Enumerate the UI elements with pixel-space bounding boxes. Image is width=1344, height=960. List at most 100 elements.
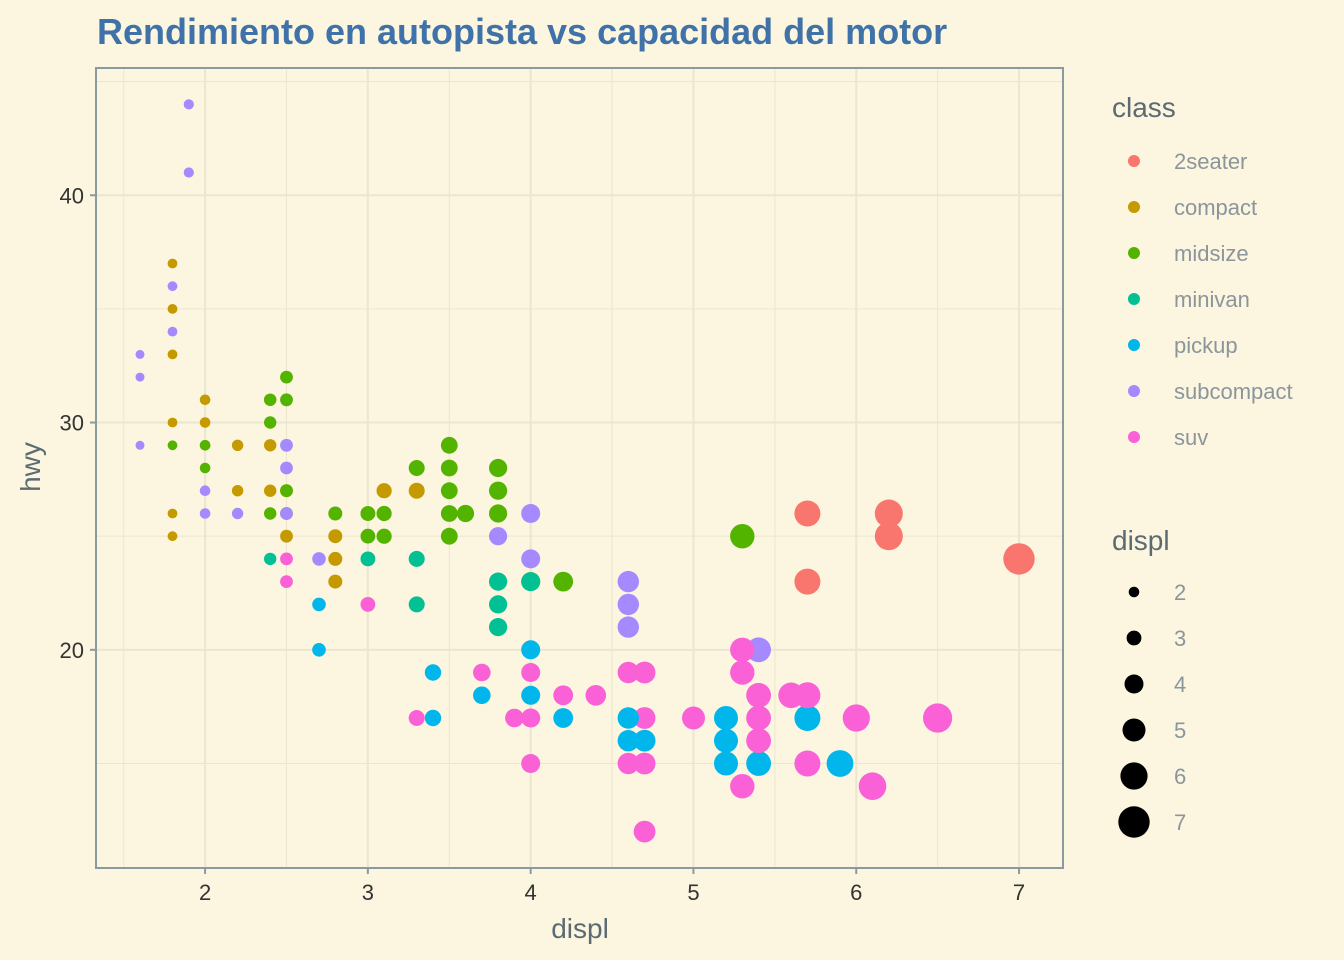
point-2seater bbox=[874, 522, 903, 551]
legend-swatch-suv bbox=[1128, 431, 1140, 443]
point-pickup bbox=[553, 708, 574, 728]
point-midsize bbox=[440, 482, 458, 500]
point-suv bbox=[730, 637, 755, 662]
chart-title: Rendimiento en autopista vs capacidad de… bbox=[97, 11, 947, 52]
point-suv bbox=[794, 750, 821, 777]
legend-label-midsize: midsize bbox=[1174, 241, 1249, 266]
point-minivan bbox=[408, 596, 425, 613]
point-suv bbox=[408, 710, 425, 726]
point-compact bbox=[264, 484, 277, 497]
point-compact bbox=[199, 394, 211, 406]
size-legend-title: displ bbox=[1112, 525, 1170, 556]
point-midsize bbox=[328, 506, 343, 521]
point-pickup bbox=[714, 728, 738, 753]
point-minivan bbox=[264, 552, 277, 566]
legend-swatch-pickup bbox=[1128, 339, 1140, 351]
point-suv bbox=[280, 552, 293, 566]
y-axis-ticks: 20 30 40 bbox=[60, 183, 96, 663]
point-pickup bbox=[473, 686, 491, 705]
point-subcompact bbox=[521, 549, 541, 569]
point-pickup bbox=[617, 707, 639, 729]
point-suv bbox=[521, 754, 541, 773]
point-midsize bbox=[489, 458, 508, 478]
point-midsize bbox=[489, 481, 508, 500]
x-tick-label: 5 bbox=[687, 880, 699, 905]
y-tick-label: 20 bbox=[60, 638, 84, 663]
point-suv bbox=[730, 660, 755, 685]
point-subcompact bbox=[199, 485, 211, 497]
point-pickup bbox=[617, 730, 639, 752]
point-suv bbox=[473, 663, 491, 682]
size-legend-items: 2 3 4 5 6 7 bbox=[1118, 580, 1186, 838]
point-subcompact bbox=[312, 552, 326, 566]
point-subcompact bbox=[617, 616, 639, 638]
legend-swatch-midsize bbox=[1128, 247, 1140, 259]
point-compact bbox=[231, 439, 244, 451]
point-compact bbox=[167, 417, 178, 428]
point-subcompact bbox=[167, 326, 178, 337]
point-midsize bbox=[440, 436, 458, 454]
legend-label-suv: suv bbox=[1174, 425, 1208, 450]
point-pickup bbox=[794, 705, 821, 731]
size-legend-swatch bbox=[1120, 762, 1148, 790]
point-pickup bbox=[424, 664, 442, 681]
x-tick-label: 4 bbox=[525, 880, 537, 905]
size-legend-label: 2 bbox=[1174, 580, 1186, 605]
point-subcompact bbox=[280, 507, 293, 520]
point-subcompact bbox=[135, 349, 145, 359]
point-2seater bbox=[794, 568, 821, 595]
x-tick-label: 6 bbox=[850, 880, 862, 905]
point-suv bbox=[505, 708, 524, 728]
legend-label-compact: compact bbox=[1174, 195, 1257, 220]
point-compact bbox=[167, 258, 178, 269]
point-compact bbox=[376, 483, 392, 499]
point-minivan bbox=[489, 595, 508, 614]
point-suv bbox=[923, 703, 953, 733]
point-suv bbox=[521, 663, 541, 682]
point-minivan bbox=[408, 550, 425, 567]
point-midsize bbox=[199, 440, 211, 451]
point-subcompact bbox=[135, 440, 145, 450]
size-legend-label: 3 bbox=[1174, 626, 1186, 651]
point-midsize bbox=[408, 460, 425, 476]
point-midsize bbox=[489, 504, 508, 523]
point-minivan bbox=[489, 618, 508, 637]
point-compact bbox=[167, 349, 178, 360]
legend-swatch-subcompact bbox=[1128, 385, 1140, 397]
y-tick-label: 30 bbox=[60, 411, 84, 436]
point-compact bbox=[328, 574, 343, 589]
point-suv bbox=[617, 752, 639, 775]
panel-border bbox=[95, 67, 1064, 869]
point-midsize bbox=[440, 459, 458, 477]
point-midsize bbox=[376, 505, 392, 522]
x-tick-label: 7 bbox=[1013, 880, 1025, 905]
size-legend-swatch bbox=[1128, 586, 1140, 598]
point-suv bbox=[746, 682, 771, 708]
point-suv bbox=[778, 682, 804, 709]
point-subcompact bbox=[135, 372, 145, 382]
size-legend-swatch bbox=[1122, 718, 1146, 742]
x-axis-title: displ bbox=[551, 913, 609, 944]
legend-label-minivan: minivan bbox=[1174, 287, 1250, 312]
point-midsize bbox=[199, 462, 211, 474]
point-suv bbox=[521, 708, 541, 728]
legend-swatch-minivan bbox=[1128, 293, 1140, 305]
point-suv bbox=[553, 685, 574, 706]
point-subcompact bbox=[183, 167, 194, 178]
point-suv bbox=[633, 820, 656, 843]
point-midsize bbox=[264, 393, 277, 406]
point-compact bbox=[231, 485, 244, 497]
point-midsize bbox=[376, 528, 392, 544]
point-midsize bbox=[440, 527, 458, 545]
point-minivan bbox=[360, 551, 376, 567]
point-midsize bbox=[440, 505, 458, 522]
point-midsize bbox=[264, 416, 277, 429]
legend-label-pickup: pickup bbox=[1174, 333, 1238, 358]
point-suv bbox=[746, 728, 771, 754]
legend-label-subcompact: subcompact bbox=[1174, 379, 1293, 404]
point-subcompact bbox=[183, 99, 194, 110]
point-pickup bbox=[521, 640, 541, 660]
point-minivan bbox=[521, 572, 541, 592]
point-midsize bbox=[360, 528, 376, 544]
